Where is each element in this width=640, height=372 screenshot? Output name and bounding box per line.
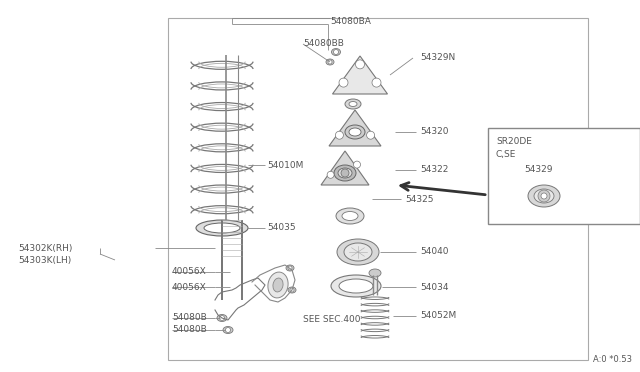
Text: 54080B: 54080B (172, 314, 207, 323)
Circle shape (541, 193, 547, 199)
Text: 54329: 54329 (524, 166, 552, 174)
Circle shape (328, 60, 332, 64)
Ellipse shape (336, 208, 364, 224)
Ellipse shape (268, 272, 288, 298)
Ellipse shape (204, 223, 240, 233)
Ellipse shape (345, 125, 365, 139)
Circle shape (290, 288, 294, 292)
Text: 54329N: 54329N (420, 54, 455, 62)
Ellipse shape (344, 243, 372, 261)
Ellipse shape (528, 185, 560, 207)
Ellipse shape (326, 59, 334, 65)
Text: 54303K(LH): 54303K(LH) (18, 256, 71, 264)
Ellipse shape (331, 275, 381, 297)
Text: 54010M: 54010M (267, 160, 303, 170)
Circle shape (372, 78, 381, 87)
Text: SEE SEC.400: SEE SEC.400 (303, 315, 360, 324)
Text: 54320: 54320 (420, 128, 449, 137)
Ellipse shape (273, 278, 283, 292)
Circle shape (367, 131, 374, 139)
Ellipse shape (196, 220, 248, 236)
Ellipse shape (349, 102, 357, 106)
Ellipse shape (339, 279, 373, 293)
Ellipse shape (288, 287, 296, 293)
Circle shape (220, 315, 225, 321)
Circle shape (538, 190, 550, 202)
Ellipse shape (286, 265, 294, 271)
Text: 54052M: 54052M (420, 311, 456, 321)
Ellipse shape (534, 189, 554, 203)
Ellipse shape (337, 239, 379, 265)
Circle shape (355, 60, 365, 69)
Ellipse shape (345, 99, 361, 109)
Circle shape (288, 266, 292, 270)
Ellipse shape (338, 168, 352, 178)
Polygon shape (321, 151, 369, 185)
Circle shape (341, 169, 349, 177)
Text: 54080B: 54080B (172, 326, 207, 334)
Text: 40056X: 40056X (172, 282, 207, 292)
Ellipse shape (334, 165, 356, 181)
Text: 54080BA: 54080BA (330, 17, 371, 26)
Text: 54302K(RH): 54302K(RH) (18, 244, 72, 253)
Ellipse shape (217, 314, 227, 321)
Text: 40056X: 40056X (172, 267, 207, 276)
Polygon shape (333, 56, 387, 94)
Circle shape (353, 161, 360, 168)
Text: A:0 *0.53: A:0 *0.53 (593, 355, 632, 364)
Circle shape (335, 131, 344, 139)
Text: SR20DE: SR20DE (496, 138, 532, 147)
Circle shape (327, 171, 334, 178)
Text: 54035: 54035 (267, 224, 296, 232)
Ellipse shape (369, 269, 381, 277)
Bar (488, 128, 640, 224)
Polygon shape (329, 110, 381, 146)
Text: 54080BB: 54080BB (303, 39, 344, 48)
Bar (168, 18, 588, 360)
Circle shape (225, 327, 230, 333)
Circle shape (339, 78, 348, 87)
Ellipse shape (349, 128, 361, 136)
Text: 54325: 54325 (405, 195, 433, 203)
Ellipse shape (342, 212, 358, 221)
Ellipse shape (332, 48, 340, 55)
Text: 54034: 54034 (420, 282, 449, 292)
Circle shape (333, 49, 339, 55)
Text: C,SE: C,SE (496, 150, 516, 158)
Ellipse shape (223, 327, 233, 334)
Text: 54040: 54040 (420, 247, 449, 257)
Text: 54322: 54322 (420, 166, 449, 174)
